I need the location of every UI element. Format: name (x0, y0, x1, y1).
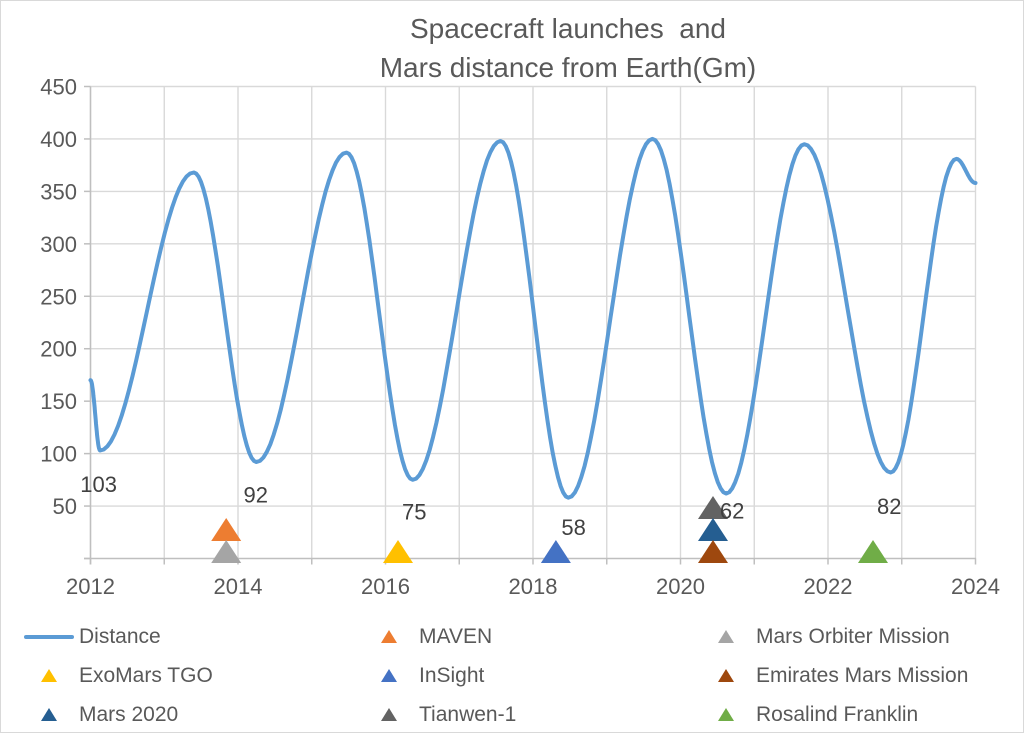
y-tick-label: 300 (40, 232, 77, 257)
x-tick-label: 2024 (951, 574, 1000, 599)
data-labels: 103 92 75 58 62 82 (80, 472, 901, 540)
legend-label-maven: MAVEN (419, 624, 493, 648)
launch-triangle-icon-rosalind-franklin (858, 540, 888, 563)
legend-item-emirates-mars-mission: Emirates Mars Mission (701, 656, 968, 695)
legend-label-distance: Distance (79, 624, 161, 648)
legend-label-insight: InSight (419, 663, 485, 687)
legend-triangle-swatch-icon (701, 630, 751, 643)
launch-triangle-icon-insight (540, 540, 571, 563)
chart-title-line2: Mars distance from Earth(Gm) (379, 52, 757, 83)
legend-label-mars-orbiter-mission: Mars Orbiter Mission (756, 624, 950, 648)
x-tick-label: 2022 (804, 574, 853, 599)
legend-label-exomars-tgo: ExoMars TGO (79, 663, 213, 687)
legend-triangle-swatch-icon (701, 708, 751, 721)
exomars-tgo-marker-icon (41, 669, 57, 682)
mars-2020-marker-icon (41, 708, 57, 721)
y-tick-label: 350 (40, 179, 77, 204)
legend-item-tianwen-1: Tianwen-1 (364, 695, 517, 732)
legend-item-mars-2020: Mars 2020 (24, 695, 179, 732)
y-tick-label: 150 (40, 389, 77, 414)
chart-title-line1: Spacecraft launches and (410, 13, 726, 44)
data-label: 58 (561, 515, 585, 540)
y-tick-label: 50 (53, 494, 77, 519)
data-label: 62 (720, 498, 744, 523)
launch-triangle-icon-mars-orbiter-mission (211, 540, 242, 563)
y-tick-label: 250 (40, 284, 77, 309)
data-label: 75 (402, 499, 426, 524)
mars-orbiter-mission-marker-icon (718, 630, 734, 643)
legend-label-tianwen-1: Tianwen-1 (419, 702, 517, 726)
legend-label-rosalind-franklin: Rosalind Franklin (756, 702, 919, 726)
legend-item-rosalind-franklin: Rosalind Franklin (701, 695, 919, 732)
legend-item-exomars-tgo: ExoMars TGO (24, 656, 213, 695)
y-tick-label: 200 (40, 337, 77, 362)
launch-triangle-icon-maven (211, 518, 242, 541)
y-tick-label: 100 (40, 442, 77, 467)
y-axis-labels: 50 100 150 200 250 300 350 400 450 (40, 75, 77, 520)
insight-marker-icon (381, 669, 397, 682)
legend: Distance MAVEN Mars Orbiter Mission ExoMars… (1, 617, 1023, 732)
x-tick-label: 2018 (509, 574, 558, 599)
legend-triangle-swatch-icon (364, 630, 414, 643)
launch-triangle-icon-exomars-tgo (383, 540, 413, 563)
y-tick-label: 400 (40, 127, 77, 152)
x-tick-label: 2016 (361, 574, 410, 599)
legend-item-maven: MAVEN (364, 617, 492, 656)
legend-item-insight: InSight (364, 656, 484, 695)
legend-line-swatch-icon (24, 634, 74, 639)
x-tick-label: 2020 (656, 574, 705, 599)
launch-markers (211, 496, 888, 563)
distance-marker-icon (24, 634, 74, 639)
emirates-mars-mission-marker-icon (718, 669, 734, 682)
x-tick-label: 2012 (66, 574, 115, 599)
y-tick-label: 450 (40, 75, 77, 100)
legend-triangle-swatch-icon (24, 708, 74, 721)
legend-item-distance: Distance (24, 617, 161, 656)
legend-triangle-swatch-icon (364, 708, 414, 721)
data-label: 82 (877, 494, 901, 519)
launch-triangle-icon-mars-2020 (698, 518, 728, 541)
chart-title: Spacecraft launches and Mars distance fr… (111, 9, 1023, 87)
axes (84, 85, 977, 565)
legend-item-mars-orbiter-mission: Mars Orbiter Mission (701, 617, 950, 656)
x-axis-labels: 2012 2014 2016 2018 2020 2022 2024 (66, 574, 1000, 599)
x-tick-label: 2014 (214, 574, 263, 599)
legend-triangle-swatch-icon (24, 669, 74, 682)
launch-triangle-icon-emirates-mars-mission (698, 540, 728, 563)
legend-triangle-swatch-icon (701, 669, 751, 682)
distance-curve (88, 136, 978, 500)
launch-triangle-icon-tianwen-1 (698, 496, 728, 519)
legend-triangle-swatch-icon (364, 669, 414, 682)
distance-series (88, 136, 978, 500)
tianwen-1-marker-icon (381, 708, 397, 721)
rosalind-franklin-marker-icon (718, 708, 734, 721)
legend-label-emirates-mars-mission: Emirates Mars Mission (756, 663, 969, 687)
maven-marker-icon (381, 630, 397, 643)
legend-label-mars-2020: Mars 2020 (79, 702, 179, 726)
data-label: 103 (80, 472, 117, 497)
data-label: 92 (243, 483, 267, 508)
